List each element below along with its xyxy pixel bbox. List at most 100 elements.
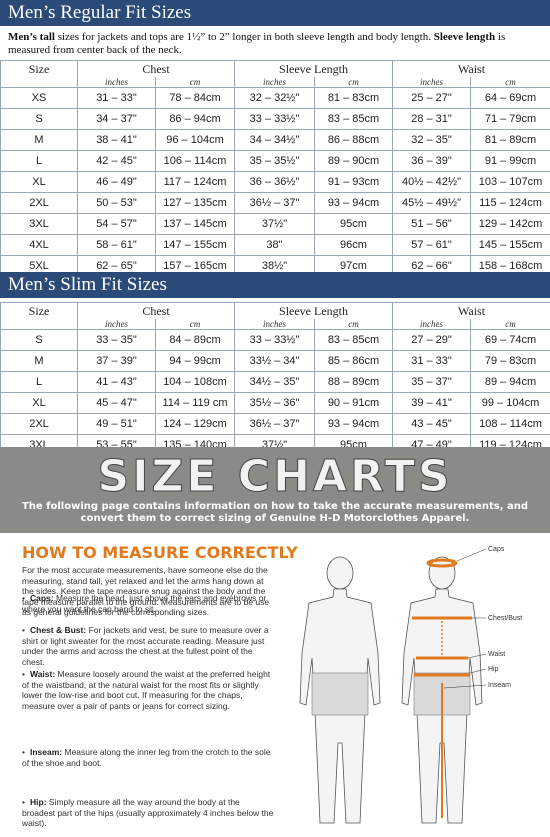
value-cell: 32 – 32½" xyxy=(234,87,315,109)
value-cell: 34 – 34½" xyxy=(234,129,315,151)
value-cell: 91 – 93cm xyxy=(313,171,394,193)
value-cell: 81 – 83cm xyxy=(313,87,394,109)
value-cell: 42 – 45" xyxy=(77,150,156,172)
table-row: XS 31 – 33" 78 – 84cm 32 – 32½" 81 – 83cm 25 … xyxy=(0,87,550,109)
size-cell: XL xyxy=(0,171,78,193)
value-cell: 147 – 155cm xyxy=(155,234,235,256)
unit-header: inches xyxy=(77,77,156,88)
size-cell: XL xyxy=(0,392,78,414)
value-cell: 37 – 39" xyxy=(77,350,156,372)
value-cell: 78 – 84cm xyxy=(155,87,235,109)
figure-label-hip: Hip xyxy=(488,666,499,673)
value-cell: 35 – 35½" xyxy=(234,150,315,172)
value-cell: 91 – 99cm xyxy=(470,150,550,172)
figure-label-inseam: Inseam xyxy=(488,682,511,689)
value-cell: 115 – 124cm xyxy=(470,192,550,214)
value-cell: 39 – 41" xyxy=(392,392,472,414)
how-to-intro: For the most accurate measurements, have… xyxy=(22,565,270,617)
table-row: 2XL 50 – 53" 127 – 135cm 36½ – 37" 93 – 94cm… xyxy=(0,192,550,214)
value-cell: 86 – 94cm xyxy=(155,108,235,130)
value-cell: 106 – 114cm xyxy=(155,150,235,172)
value-cell: 124 – 129cm xyxy=(155,413,235,435)
value-cell: 51 – 56" xyxy=(392,213,472,235)
value-cell: 34½ – 35" xyxy=(234,371,315,393)
value-cell: 36½ – 37" xyxy=(234,192,315,214)
value-cell: 97cm xyxy=(313,255,394,277)
table-row: S 33 – 35" 84 – 89cm 33 – 33½" 83 – 85cm 27 –… xyxy=(0,329,550,351)
value-cell: 114 – 119 cm xyxy=(155,392,235,414)
table-row: XL 45 – 47" 114 – 119 cm 35½ – 36" 90 – 91cm… xyxy=(0,392,550,414)
size-charts-banner: SIZE CHARTS The following page contains … xyxy=(0,447,550,533)
value-cell: 36½ – 37" xyxy=(234,413,315,435)
value-cell: 57 – 61" xyxy=(392,234,472,256)
group-header: Sleeve Length xyxy=(233,60,394,77)
value-cell: 35½ – 36" xyxy=(234,392,315,414)
table-row: 3XL 54 – 57" 137 – 145cm 37½" 95cm 51 – 56" 12… xyxy=(0,213,550,235)
measure-item: • Waist: Measure loosely around the waist… xyxy=(22,669,271,711)
how-to-title: HOW TO MEASURE CORRECTLY xyxy=(22,543,298,562)
unit-header: cm xyxy=(155,77,235,88)
regular-fit-note: Men’s tall sizes for jackets and tops ar… xyxy=(8,31,506,56)
group-header: Chest xyxy=(77,302,235,319)
slim-fit-title: Men’s Slim Fit Sizes xyxy=(0,272,550,298)
size-cell: L xyxy=(0,150,78,172)
unit-header: inches xyxy=(234,77,315,88)
banner-title: SIZE CHARTS xyxy=(97,451,453,502)
size-header: Size xyxy=(0,302,78,319)
group-header: Waist xyxy=(392,60,550,77)
measurement-lines xyxy=(412,558,472,818)
value-cell: 129 – 142cm xyxy=(470,213,550,235)
value-cell: 43 – 45" xyxy=(392,413,472,435)
banner-subtitle: The following page contains information … xyxy=(21,501,529,524)
value-cell: 71 – 79cm xyxy=(470,108,550,130)
group-header: Chest xyxy=(77,60,235,77)
value-cell: 69 – 74cm xyxy=(470,329,550,351)
value-cell: 84 – 89cm xyxy=(155,329,235,351)
value-cell: 36 – 39" xyxy=(392,150,472,172)
value-cell: 88 – 89cm xyxy=(313,371,394,393)
table-row: L 42 – 45" 106 – 114cm 35 – 35½" 89 – 90cm 36… xyxy=(0,150,550,172)
value-cell: 81 – 89cm xyxy=(470,129,550,151)
size-cell: M xyxy=(0,350,78,372)
body-measurement-figure: Caps Chest/Bust Waist Hip Inseam xyxy=(299,546,522,824)
value-cell: 45 – 47" xyxy=(77,392,156,414)
value-cell: 38 – 41" xyxy=(77,129,156,151)
value-cell: 94 – 99cm xyxy=(155,350,235,372)
value-cell: 108 – 114cm xyxy=(470,413,550,435)
value-cell: 96cm xyxy=(313,234,394,256)
unit-header: inches xyxy=(234,319,315,330)
group-header: Sleeve Length xyxy=(233,302,394,319)
size-header: Size xyxy=(0,60,78,77)
unit-header: cm xyxy=(313,319,394,330)
value-cell: 38" xyxy=(234,234,315,256)
value-cell: 31 – 33" xyxy=(77,87,156,109)
front-shorts xyxy=(311,672,369,716)
figure-label-caps: Caps xyxy=(488,546,505,553)
measure-item: • Inseam: Measure along the inner leg fro… xyxy=(22,747,271,768)
table-row: 5XL 62 – 65" 157 – 165cm 38½" 97cm 62 – 66" 15… xyxy=(0,255,550,277)
value-cell: 25 – 27" xyxy=(392,87,472,109)
size-cell: 4XL xyxy=(0,234,78,256)
value-cell: 95cm xyxy=(313,213,394,235)
value-cell: 64 – 69cm xyxy=(470,87,550,109)
value-cell: 99 – 104cm xyxy=(470,392,550,414)
table-row: 4XL 58 – 61" 147 – 155cm 38" 96cm 57 – 61" 145… xyxy=(0,234,550,256)
slim-fit-panel: Men’s Slim Fit Sizes Size Chest Sleeve Len… xyxy=(0,272,550,456)
table-row: XL 46 – 49" 117 – 124cm 36 – 36½" 91 – 93cm 4… xyxy=(0,171,550,193)
value-cell: 33 – 33½" xyxy=(234,108,315,130)
size-cell: 2XL xyxy=(0,413,78,435)
value-cell: 37½" xyxy=(234,213,315,235)
value-cell: 93 – 94cm xyxy=(313,192,394,214)
value-cell: 85 – 86cm xyxy=(313,350,394,372)
bullet-icon: • xyxy=(22,593,25,603)
size-cell: S xyxy=(0,329,78,351)
value-cell: 117 – 124cm xyxy=(155,171,235,193)
unit-header: cm xyxy=(470,77,550,88)
regular-fit-table: Size Chest Sleeve Length Waist inches cm inche… xyxy=(0,60,550,277)
value-cell: 36 – 36½" xyxy=(234,171,315,193)
bullet-icon: • xyxy=(22,669,25,679)
value-cell: 40½ – 42½" xyxy=(392,171,472,193)
unit-header: cm xyxy=(470,319,550,330)
size-cell: S xyxy=(0,108,78,130)
value-cell: 89 – 90cm xyxy=(313,150,394,172)
